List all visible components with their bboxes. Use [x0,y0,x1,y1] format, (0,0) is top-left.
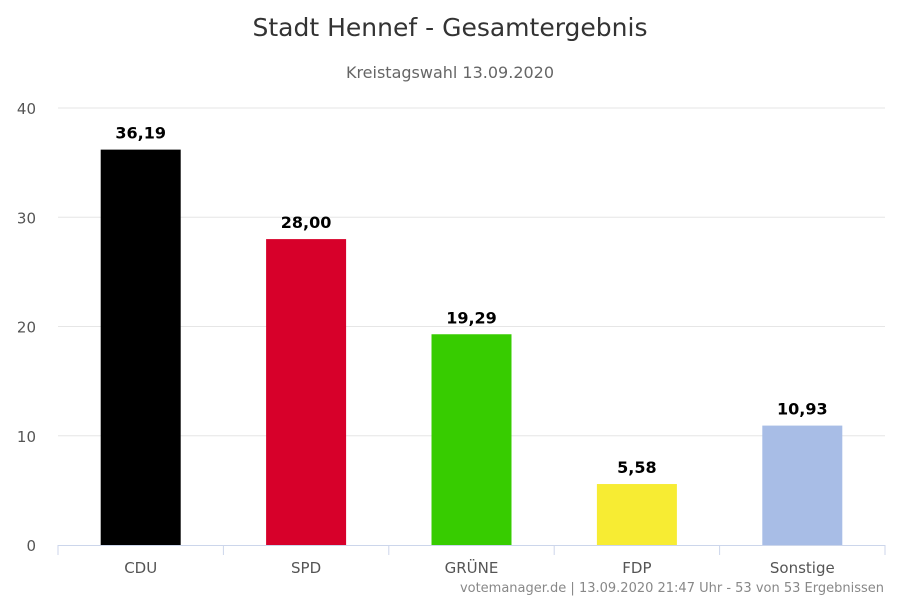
data-labels: 36,19 28,00 19,29 5,58 10,93 [115,124,827,477]
y-tick-label: 30 [17,209,36,227]
bars [100,149,843,545]
bar-cdu[interactable] [100,149,181,545]
bar-grüne[interactable] [431,334,512,545]
x-tick-label: CDU [124,559,157,577]
y-tick-label: 10 [17,428,36,446]
credits-text: votemanager.de | 13.09.2020 21:47 Uhr - … [460,581,884,596]
x-tick-label: FDP [622,559,651,577]
x-tick-label: GRÜNE [445,558,499,577]
chart-subtitle: Kreistagswahl 13.09.2020 [346,63,554,82]
data-label: 28,00 [281,213,332,232]
data-label: 19,29 [446,308,497,327]
data-label: 36,19 [115,124,166,143]
y-tick-label: 20 [17,319,36,337]
chart-title: Stadt Hennef - Gesamtergebnis [253,13,648,42]
y-axis-ticks: 0 10 20 30 40 [17,100,36,555]
data-label: 5,58 [617,458,656,477]
y-tick-label: 40 [17,100,36,118]
x-tick-label: Sonstige [770,559,835,577]
bar-sonstige[interactable] [762,425,843,545]
bar-spd[interactable] [266,239,347,545]
x-tick-label: SPD [291,559,321,577]
bar-fdp[interactable] [596,484,677,545]
data-label: 10,93 [777,400,828,419]
x-axis: CDU SPD GRÜNE FDP Sonstige [57,545,886,577]
y-tick-label: 0 [26,537,36,555]
